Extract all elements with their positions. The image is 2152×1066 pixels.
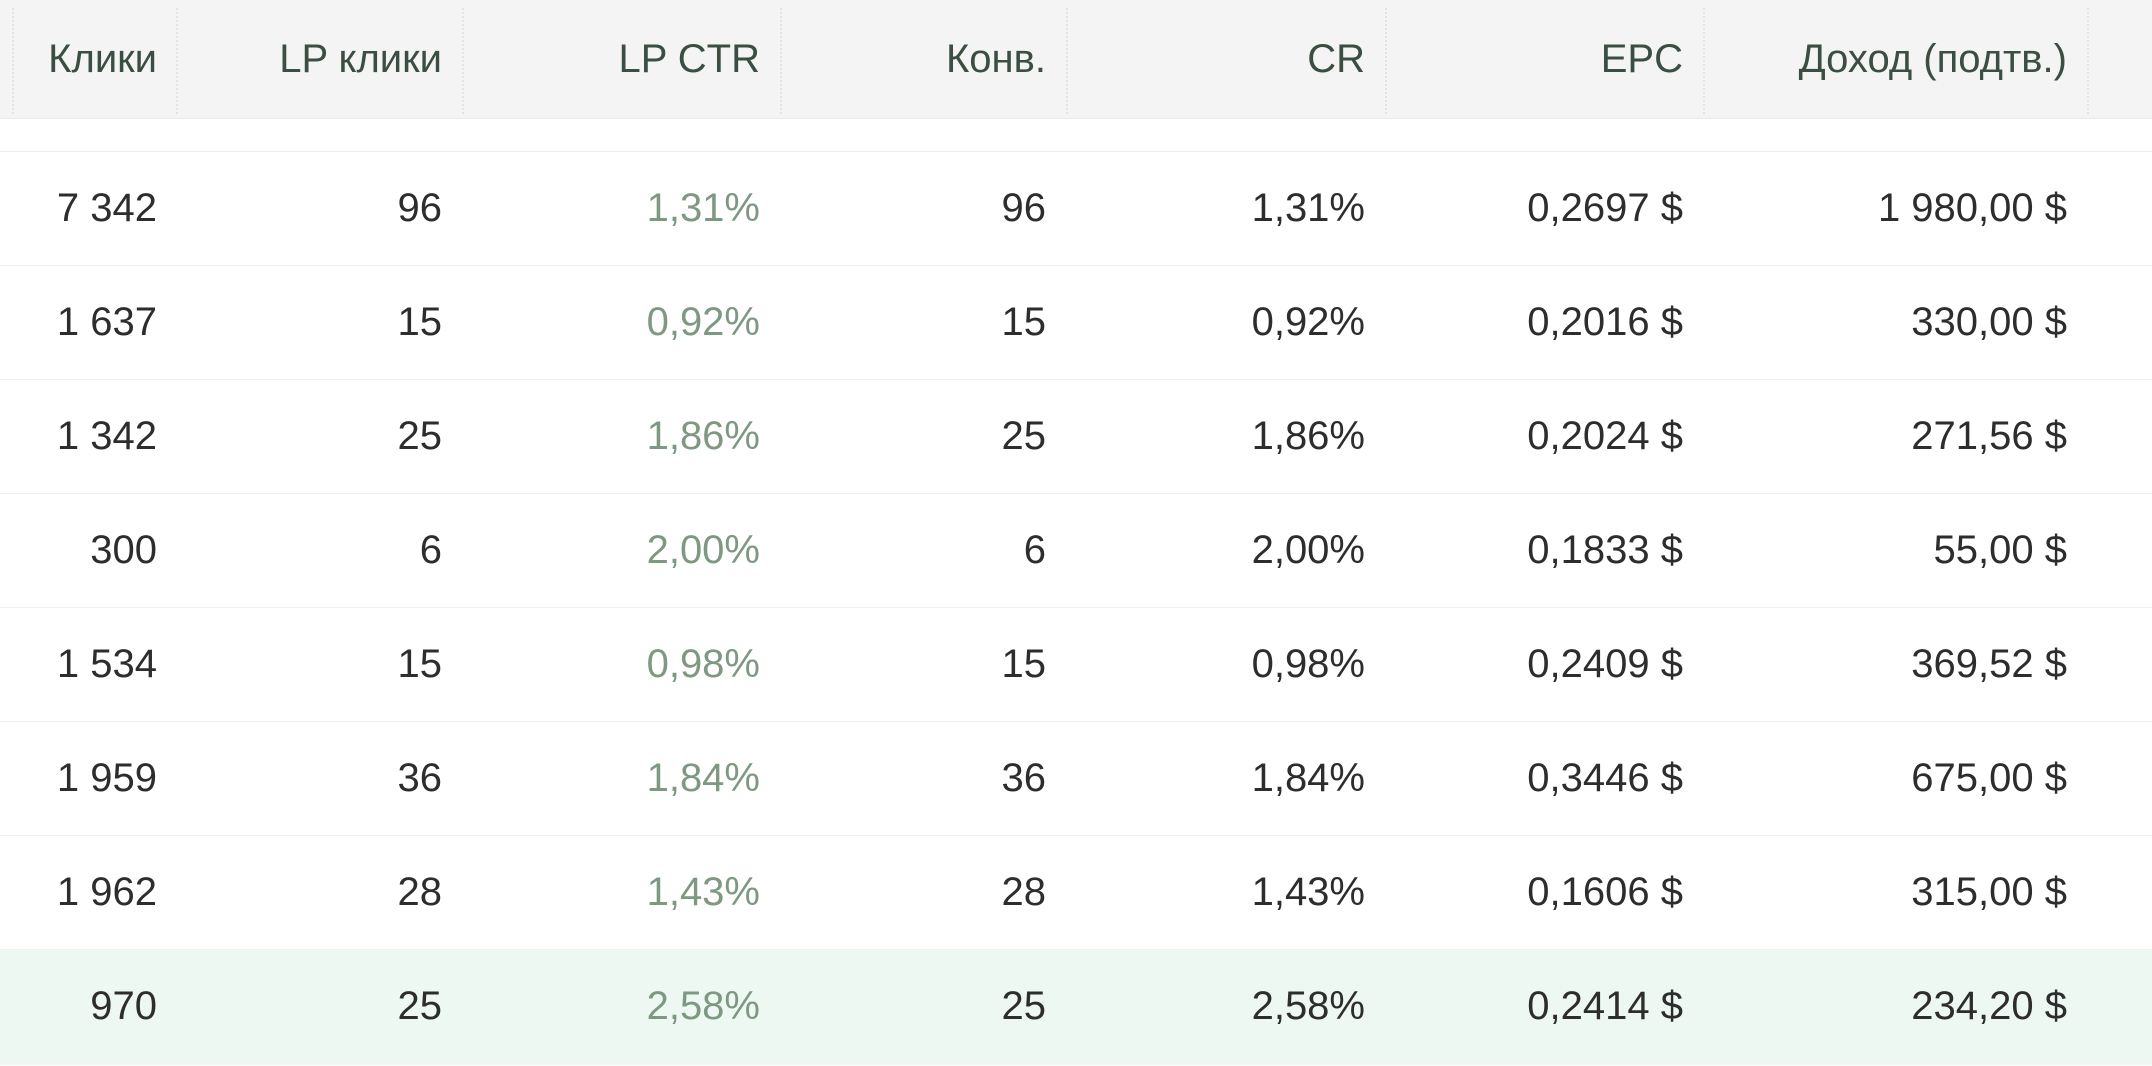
cell-lp-clicks: 15 [397,642,443,686]
cell-lp-ctr: 0,92% [646,300,760,344]
cell-epc: 0,2024 $ [1527,414,1683,458]
cell-revenue: 55,00 $ [1933,528,2067,572]
cell-cr: 2,58% [1251,984,1365,1028]
table-row[interactable]: 1 637 15 0,92% 15 0,92% 0,2016 $ 330,00 … [0,266,2152,380]
cell-revenue: 234,20 $ [1911,984,2067,1028]
header-lp-clicks[interactable]: LP клики [279,37,442,81]
cell-cr: 2,00% [1251,528,1365,572]
cell-cr: 1,86% [1251,414,1365,458]
cell-lp-ctr: 2,00% [646,528,760,572]
header-cr[interactable]: CR [1307,37,1365,81]
cell-cr: 1,31% [1251,186,1365,230]
cell-cr: 1,84% [1251,756,1365,800]
cell-lp-ctr: 1,84% [646,756,760,800]
table-row[interactable]: 300 6 2,00% 6 2,00% 0,1833 $ 55,00 $ [0,494,2152,608]
table-header: Клики LP клики LP CTR Конв. CR EPC Доход… [0,0,2152,119]
cell-epc: 0,1606 $ [1527,870,1683,914]
cell-clicks: 1 534 [56,642,157,686]
cell-lp-ctr: 1,43% [646,870,760,914]
cell-conversions: 36 [1001,756,1047,800]
cell-conversions: 6 [1023,528,1046,572]
table-row[interactable]: 1 342 25 1,86% 25 1,86% 0,2024 $ 271,56 … [0,380,2152,494]
header-spacer-row [0,119,2152,152]
table-row-highlighted[interactable]: 970 25 2,58% 25 2,58% 0,2414 $ 234,20 $ [0,950,2152,1065]
cell-lp-clicks: 15 [397,300,443,344]
cell-revenue: 369,52 $ [1911,642,2067,686]
cell-clicks: 300 [90,528,157,572]
cell-conversions: 15 [1001,300,1047,344]
header-revenue[interactable]: Доход (подтв.) [1798,37,2067,81]
cell-conversions: 25 [1001,414,1047,458]
header-clicks[interactable]: Клики [48,37,157,81]
cell-clicks: 1 962 [56,870,157,914]
cell-conversions: 25 [1001,984,1047,1028]
cell-revenue: 330,00 $ [1911,300,2067,344]
cell-epc: 0,2697 $ [1527,186,1683,230]
table-row[interactable]: 1 534 15 0,98% 15 0,98% 0,2409 $ 369,52 … [0,608,2152,722]
cell-lp-ctr: 0,98% [646,642,760,686]
cell-lp-clicks: 6 [419,528,442,572]
cell-cr: 0,92% [1251,300,1365,344]
cell-clicks: 970 [90,984,157,1028]
cell-cr: 1,43% [1251,870,1365,914]
cell-epc: 0,2016 $ [1527,300,1683,344]
cell-revenue: 675,00 $ [1911,756,2067,800]
cell-lp-clicks: 96 [397,186,443,230]
column-divider [1703,8,1705,114]
cell-epc: 0,2414 $ [1527,984,1683,1028]
cell-epc: 0,2409 $ [1527,642,1683,686]
table-row[interactable]: 1 959 36 1,84% 36 1,84% 0,3446 $ 675,00 … [0,722,2152,836]
cell-epc: 0,1833 $ [1527,528,1683,572]
cell-conversions: 15 [1001,642,1047,686]
cell-lp-clicks: 25 [397,984,443,1028]
column-divider [12,8,14,114]
cell-lp-ctr: 1,31% [646,186,760,230]
header-conversions[interactable]: Конв. [946,37,1046,81]
column-divider [2087,8,2089,114]
cell-revenue: 271,56 $ [1911,414,2067,458]
cell-lp-ctr: 1,86% [646,414,760,458]
cell-revenue: 1 980,00 $ [1877,186,2067,230]
cell-conversions: 96 [1001,186,1047,230]
cell-lp-clicks: 28 [397,870,443,914]
table-row[interactable]: 7 342 96 1,31% 96 1,31% 0,2697 $ 1 980,0… [0,152,2152,266]
header-epc[interactable]: EPC [1600,37,1683,81]
cell-clicks: 1 342 [56,414,157,458]
cell-lp-clicks: 36 [397,756,443,800]
column-divider [176,8,178,114]
cell-lp-clicks: 25 [397,414,443,458]
cell-conversions: 28 [1001,870,1047,914]
column-divider [780,8,782,114]
table-row[interactable]: 1 962 28 1,43% 28 1,43% 0,1606 $ 315,00 … [0,836,2152,950]
cell-cr: 0,98% [1251,642,1365,686]
header-lp-ctr[interactable]: LP CTR [618,37,760,81]
column-divider [1066,8,1068,114]
cell-revenue: 315,00 $ [1911,870,2067,914]
cell-clicks: 1 637 [56,300,157,344]
cell-epc: 0,3446 $ [1527,756,1683,800]
cell-clicks: 7 342 [56,186,157,230]
column-divider [462,8,464,114]
column-divider [1385,8,1387,114]
cell-lp-ctr: 2,58% [646,984,760,1028]
cell-clicks: 1 959 [56,756,157,800]
